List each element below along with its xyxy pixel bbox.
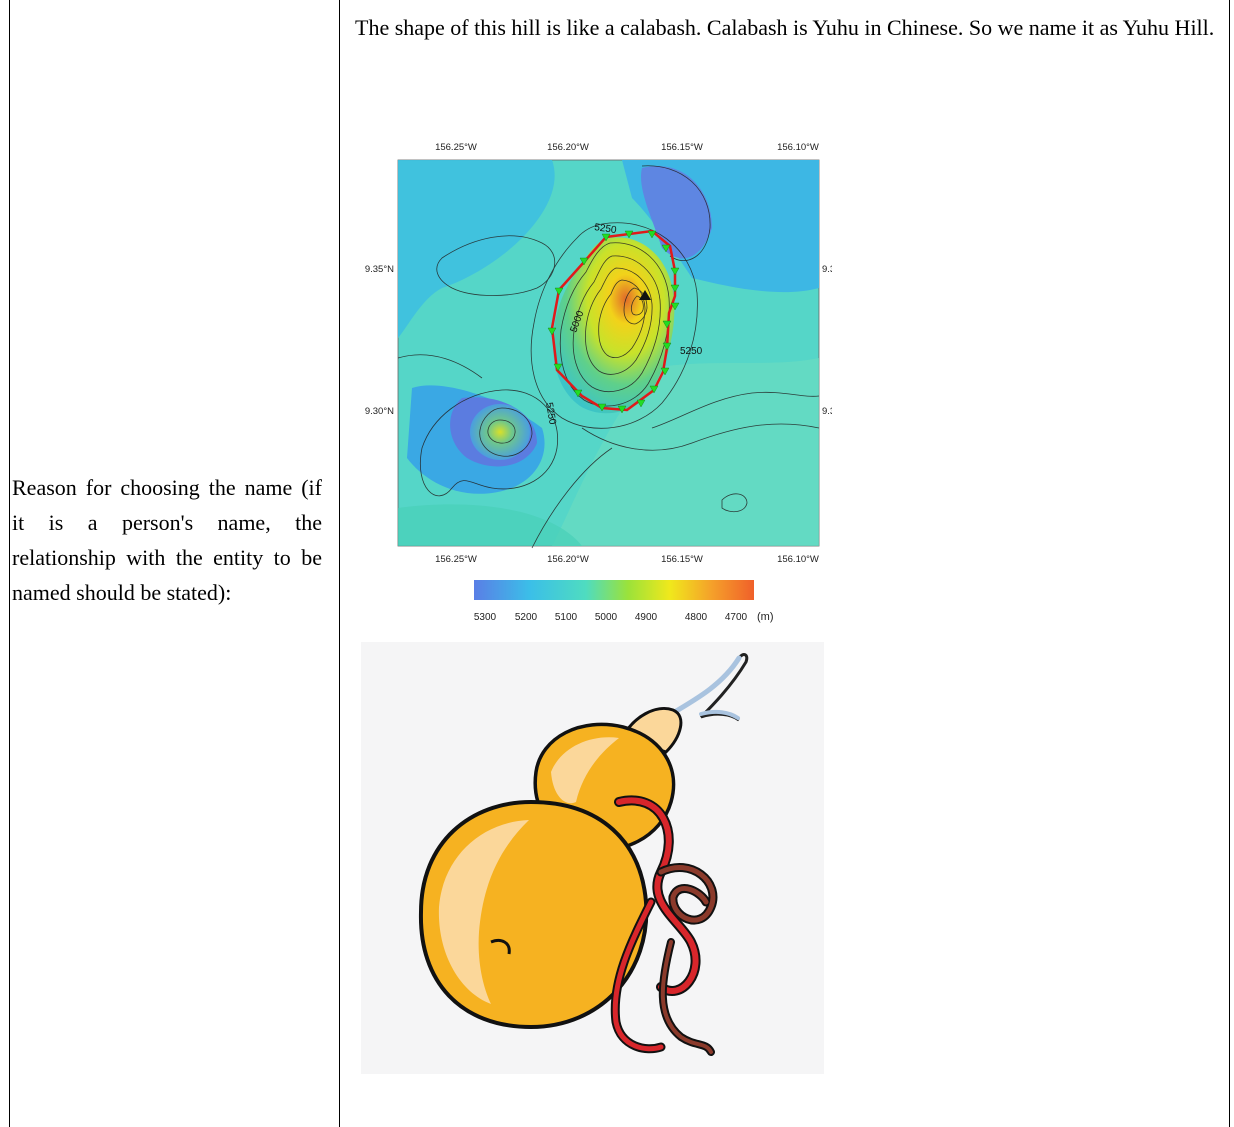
calabash-illustration (361, 642, 824, 1074)
lat-tick-left: 9.35°N (365, 264, 394, 275)
lon-tick-bottom: 156.10°W (777, 554, 819, 565)
colorbar-tick: 4700 (725, 612, 748, 623)
lon-tick-top: 156.10°W (777, 142, 819, 153)
document-table (9, 0, 1230, 1127)
colorbar-tick: 5300 (474, 612, 497, 623)
lat-tick-right: 9.35°N (822, 264, 832, 275)
lat-tick-left: 9.30°N (365, 406, 394, 417)
lon-tick-bottom: 156.25°W (435, 554, 477, 565)
contour-label: 5250 (543, 402, 558, 426)
bathymetric-map-svg: 5250 5000 5250 5250 156.25°W 156.20°W 15… (365, 142, 851, 623)
lon-tick-top: 156.25°W (435, 142, 477, 153)
calabash-svg (418, 653, 749, 1056)
lon-tick-top: 156.20°W (547, 142, 589, 153)
bathymetric-map: 5250 5000 5250 5250 156.25°W 156.20°W 15… (352, 128, 851, 638)
colorbar-tick: 4800 (685, 612, 708, 623)
contour-label: 5250 (680, 346, 703, 357)
colorbar-tick: 5100 (555, 612, 578, 623)
name-reason-label: Reason for choosing the name (if it is a… (12, 475, 322, 605)
contour-label: 5250 (594, 222, 618, 236)
boundary-markers (547, 230, 680, 414)
colorbar-unit: (m) (757, 611, 774, 623)
colorbar-tick: 5200 (515, 612, 538, 623)
ribbon (610, 795, 718, 1056)
lon-tick-bottom: 156.15°W (661, 554, 703, 565)
lon-tick-top: 156.15°W (661, 142, 703, 153)
lon-tick-bottom: 156.20°W (547, 554, 589, 565)
name-reason-text: The shape of this hill is like a calabas… (355, 15, 1215, 40)
colorbar-tick: 5000 (595, 612, 618, 623)
column-divider (339, 0, 340, 1127)
lat-tick-right: 9.30°N (822, 406, 832, 417)
colorbar-tick: 4900 (635, 612, 658, 623)
summit-marker (639, 290, 651, 300)
colorbar (474, 580, 754, 600)
